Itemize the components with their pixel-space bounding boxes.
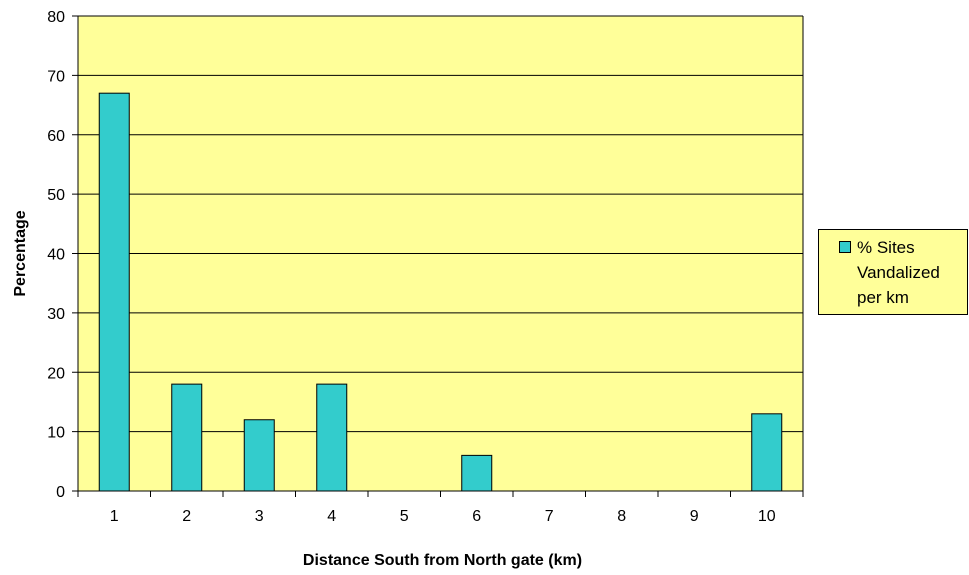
bar-1 xyxy=(98,92,130,492)
bar-10 xyxy=(751,413,783,492)
x-tick-label: 7 xyxy=(545,508,554,525)
x-tick-label: 2 xyxy=(182,508,191,525)
y-tick-label: 50 xyxy=(47,187,65,204)
x-axis-title: Distance South from North gate (km) xyxy=(303,552,582,569)
x-tick-label: 1 xyxy=(110,508,119,525)
y-tick-label: 10 xyxy=(47,425,65,442)
bars xyxy=(98,92,783,492)
legend: % Sites Vandalized per km xyxy=(818,229,968,315)
bar-2 xyxy=(171,383,203,492)
x-tick-labels: 1 2 3 4 5 6 7 8 9 10 xyxy=(110,508,776,525)
y-tick-label: 20 xyxy=(47,365,65,382)
x-tick-label: 10 xyxy=(758,508,776,525)
legend-label: % Sites Vandalized per km xyxy=(857,238,940,307)
x-tick-label: 3 xyxy=(255,508,264,525)
x-tick-label: 5 xyxy=(400,508,409,525)
bar-4 xyxy=(316,383,348,492)
y-axis-title: Percentage xyxy=(12,210,29,296)
y-tick-label: 80 xyxy=(47,9,65,26)
y-tick-label: 70 xyxy=(47,68,65,85)
bar-3 xyxy=(243,419,275,492)
legend-swatch xyxy=(839,241,851,253)
x-tick-label: 9 xyxy=(690,508,699,525)
y-tick-label: 60 xyxy=(47,128,65,145)
x-tick-label: 6 xyxy=(472,508,481,525)
y-tick-labels: 0 10 20 30 40 50 60 70 80 xyxy=(47,9,65,501)
y-tick-label: 0 xyxy=(56,484,65,501)
x-tick-label: 8 xyxy=(617,508,626,525)
y-tick-label: 40 xyxy=(47,247,65,264)
y-tick-label: 30 xyxy=(47,306,65,323)
bar-6 xyxy=(461,454,493,492)
axes xyxy=(72,15,804,497)
x-tick-label: 4 xyxy=(327,508,336,525)
